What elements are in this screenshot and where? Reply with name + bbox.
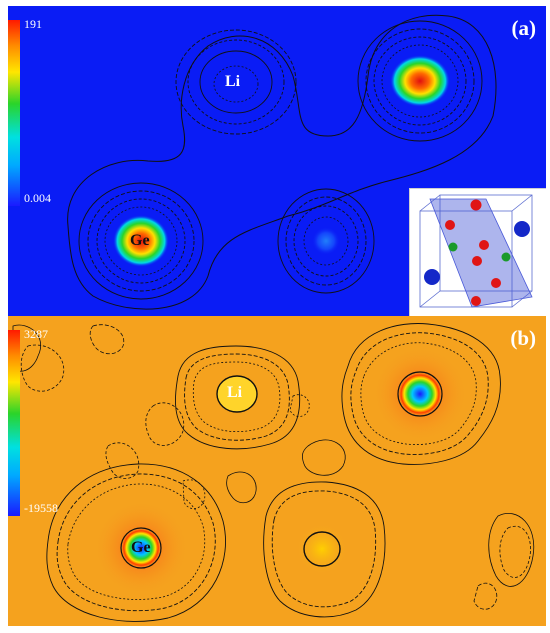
panel-b-tag: (b)	[510, 326, 536, 350]
panel-a-colorbar-max: 191	[24, 17, 42, 31]
panel-b-colorbar-max: 3287	[24, 327, 48, 341]
crystal-structure-inset	[409, 188, 546, 316]
panel-a-tag: (a)	[511, 16, 537, 40]
panel-a-charge-density: 191 0.004 (a) Li Ge	[8, 6, 546, 316]
panel-b-colorbar	[8, 330, 20, 516]
panel-b-difference-map: 3287 -19558 (b) Li Ge	[8, 316, 546, 626]
panel-a-contour-map	[67, 14, 497, 310]
panel-b-ge-label: Ge	[131, 539, 151, 556]
crystal-unit-cell-icon	[419, 194, 533, 308]
panel-a-li-label: Li	[225, 73, 241, 90]
panel-b-li-label: Li	[227, 384, 243, 401]
panel-a-ge-label: Ge	[130, 232, 150, 249]
panel-b-contour-map	[12, 323, 535, 622]
panel-a-colorbar-min: 0.004	[24, 191, 51, 205]
panel-b-colorbar-min: -19558	[24, 501, 58, 515]
panel-a-colorbar	[8, 20, 20, 206]
